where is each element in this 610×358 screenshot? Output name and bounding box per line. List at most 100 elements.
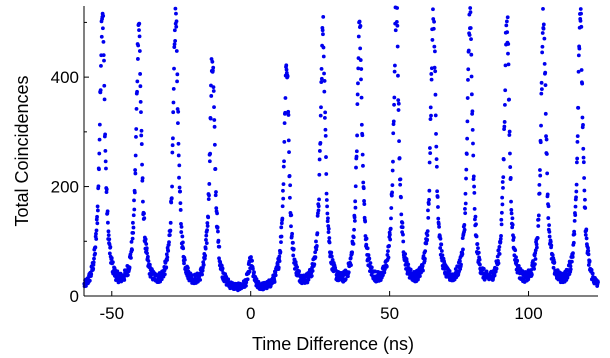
data-point <box>364 236 369 241</box>
data-point <box>207 182 212 186</box>
data-point <box>212 118 217 122</box>
data-point <box>465 96 470 100</box>
data-point <box>439 249 444 253</box>
data-point <box>511 235 516 240</box>
data-point <box>576 53 581 58</box>
data-point <box>573 204 578 209</box>
data-point <box>548 239 553 244</box>
data-point <box>170 143 175 148</box>
data-point <box>210 59 215 64</box>
x-tick-label: 50 <box>380 304 399 323</box>
data-point <box>576 69 581 74</box>
data-point <box>589 267 594 272</box>
data-point <box>103 132 108 137</box>
data-point <box>98 88 103 93</box>
data-point <box>314 239 318 244</box>
data-point <box>425 233 430 238</box>
data-point <box>362 202 367 206</box>
data-point <box>213 167 218 171</box>
data-point <box>108 245 113 249</box>
data-point <box>165 255 170 260</box>
data-point <box>424 241 429 246</box>
data-point <box>513 248 518 253</box>
data-point <box>206 197 211 202</box>
data-points <box>82 5 600 293</box>
data-point <box>181 240 185 245</box>
data-point <box>84 284 88 288</box>
data-point <box>544 152 549 156</box>
data-point <box>539 80 544 85</box>
data-point <box>96 184 101 189</box>
data-point <box>578 18 583 23</box>
data-point <box>426 215 431 220</box>
data-point <box>463 191 468 196</box>
data-point <box>146 259 151 263</box>
data-point <box>134 127 139 131</box>
data-point <box>99 34 104 39</box>
data-point <box>326 216 330 221</box>
data-point <box>439 242 444 247</box>
data-point <box>134 106 139 111</box>
data-point <box>538 168 542 172</box>
data-point <box>395 6 400 10</box>
data-point <box>141 199 145 204</box>
data-point <box>316 204 321 209</box>
data-point <box>135 79 140 84</box>
data-point <box>501 175 506 180</box>
data-point <box>327 240 332 245</box>
data-point <box>212 105 216 110</box>
data-point <box>438 246 443 250</box>
data-point <box>142 216 147 221</box>
data-point <box>543 111 548 116</box>
data-point <box>399 212 404 217</box>
data-point <box>279 225 284 230</box>
data-point <box>547 223 551 228</box>
data-point <box>130 236 135 241</box>
data-point <box>133 168 138 172</box>
data-point <box>429 72 434 76</box>
data-point <box>135 89 139 94</box>
data-point <box>291 240 295 245</box>
data-point <box>312 262 317 267</box>
data-point <box>392 102 396 107</box>
data-point <box>361 180 366 185</box>
data-point <box>348 256 353 260</box>
data-point <box>474 234 479 239</box>
data-point <box>166 249 171 253</box>
data-point <box>216 238 221 243</box>
data-point <box>101 13 106 18</box>
data-point <box>353 199 358 204</box>
data-point <box>179 222 183 226</box>
data-point <box>103 159 108 164</box>
data-point <box>173 38 178 43</box>
data-point <box>314 244 319 248</box>
y-tick-label: 400 <box>51 68 79 87</box>
data-point <box>317 149 322 153</box>
data-point <box>543 83 548 88</box>
data-point <box>568 267 573 272</box>
data-point <box>131 225 136 230</box>
data-point <box>204 233 209 238</box>
data-point <box>398 182 403 187</box>
data-point <box>100 26 105 31</box>
data-point <box>580 115 585 120</box>
data-point <box>509 211 514 216</box>
data-point <box>205 221 210 225</box>
data-point <box>506 51 510 56</box>
data-point <box>437 224 441 229</box>
data-point <box>94 228 99 233</box>
data-point <box>499 233 503 238</box>
data-point <box>447 269 452 273</box>
data-point <box>540 31 545 35</box>
data-point <box>534 242 539 247</box>
data-point <box>279 234 284 239</box>
data-point <box>211 65 216 70</box>
data-point <box>586 248 591 253</box>
data-point <box>350 250 355 255</box>
data-point <box>388 232 392 237</box>
data-point <box>504 19 509 24</box>
data-point <box>469 92 474 97</box>
data-point <box>469 74 474 79</box>
data-point <box>97 151 102 156</box>
